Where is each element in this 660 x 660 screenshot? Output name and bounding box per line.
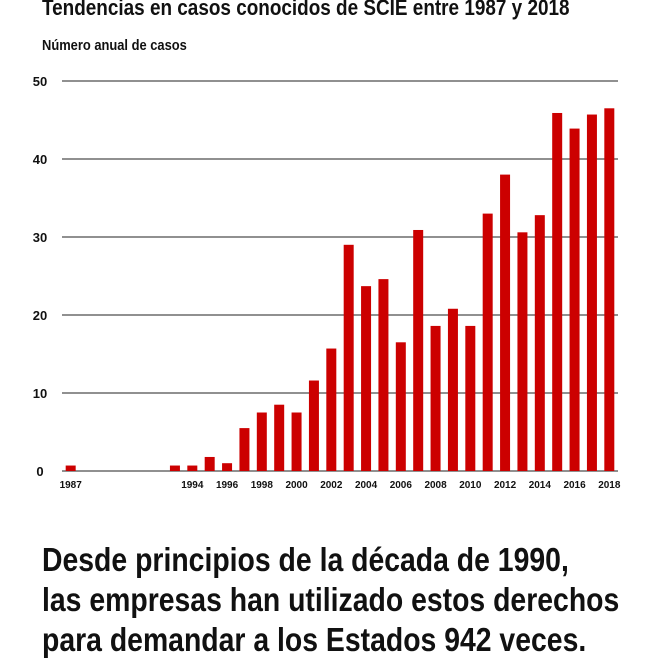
x-tick-label-2004: 2004 [355,480,378,491]
bar-2007 [413,229,424,471]
bar-1999 [274,404,285,471]
bar-2013 [517,232,528,471]
bar-2005 [378,279,389,471]
bar-1997 [239,428,250,471]
bar-1996 [222,463,233,471]
x-tick-label-2008: 2008 [424,480,447,491]
y-axis-label: Número anual de casos [42,37,187,54]
y-tick-label-30: 30 [33,230,47,245]
bar-2000 [291,412,302,471]
bar-2014 [534,215,545,471]
bar-1993 [169,465,180,471]
x-tick-label-2014: 2014 [529,480,552,491]
x-tick-label-1987: 1987 [60,480,83,491]
y-tick-label-40: 40 [33,152,47,167]
bar-2015 [552,112,563,472]
chart-title: Tendencias en casos conocidos de SCIE en… [42,0,570,20]
caption-line-2: las empresas han utilizado estos derecho… [42,581,620,618]
bar-2002 [326,348,337,471]
caption: Desde principios de la década de 1990, l… [42,540,620,660]
bar-1995 [204,456,215,471]
bar-2017 [586,114,597,471]
x-tick-label-2016: 2016 [563,480,586,491]
y-tick-label-20: 20 [33,308,47,323]
x-tick-label-2018: 2018 [598,480,621,491]
x-tick-label-2000: 2000 [285,480,308,491]
bar-2009 [447,308,458,471]
bar-2003 [343,244,354,471]
caption-line-3: para demandar a los Estados 942 veces. [42,621,587,658]
bar-2016 [569,128,580,471]
bar-2018 [604,108,615,472]
bar-2012 [500,174,511,471]
bar-2006 [395,342,406,471]
x-tick-label-1994: 1994 [181,480,204,491]
bar-1998 [256,412,267,471]
x-tick-label-2002: 2002 [320,480,343,491]
x-tick-label-1998: 1998 [251,480,274,491]
y-tick-label-0: 0 [36,464,43,479]
bar-chart: 0 10 20 30 40 50 1987 1994 1996 1998 2000 2002 2004 2… [33,74,621,491]
bar-2004 [361,286,372,471]
bar-2011 [482,213,493,471]
bar-1994 [187,465,198,471]
y-tick-label-10: 10 [33,386,47,401]
x-tick-label-2006: 2006 [390,480,413,491]
x-tick-label-2010: 2010 [459,480,482,491]
x-tick-label-1996: 1996 [216,480,239,491]
caption-line-1: Desde principios de la década de 1990, [42,541,569,578]
bar-1987 [65,465,76,471]
bar-2010 [465,325,476,471]
x-tick-label-2012: 2012 [494,480,517,491]
bar-2008 [430,325,441,471]
bar-2001 [308,380,319,471]
y-tick-label-50: 50 [33,74,47,89]
